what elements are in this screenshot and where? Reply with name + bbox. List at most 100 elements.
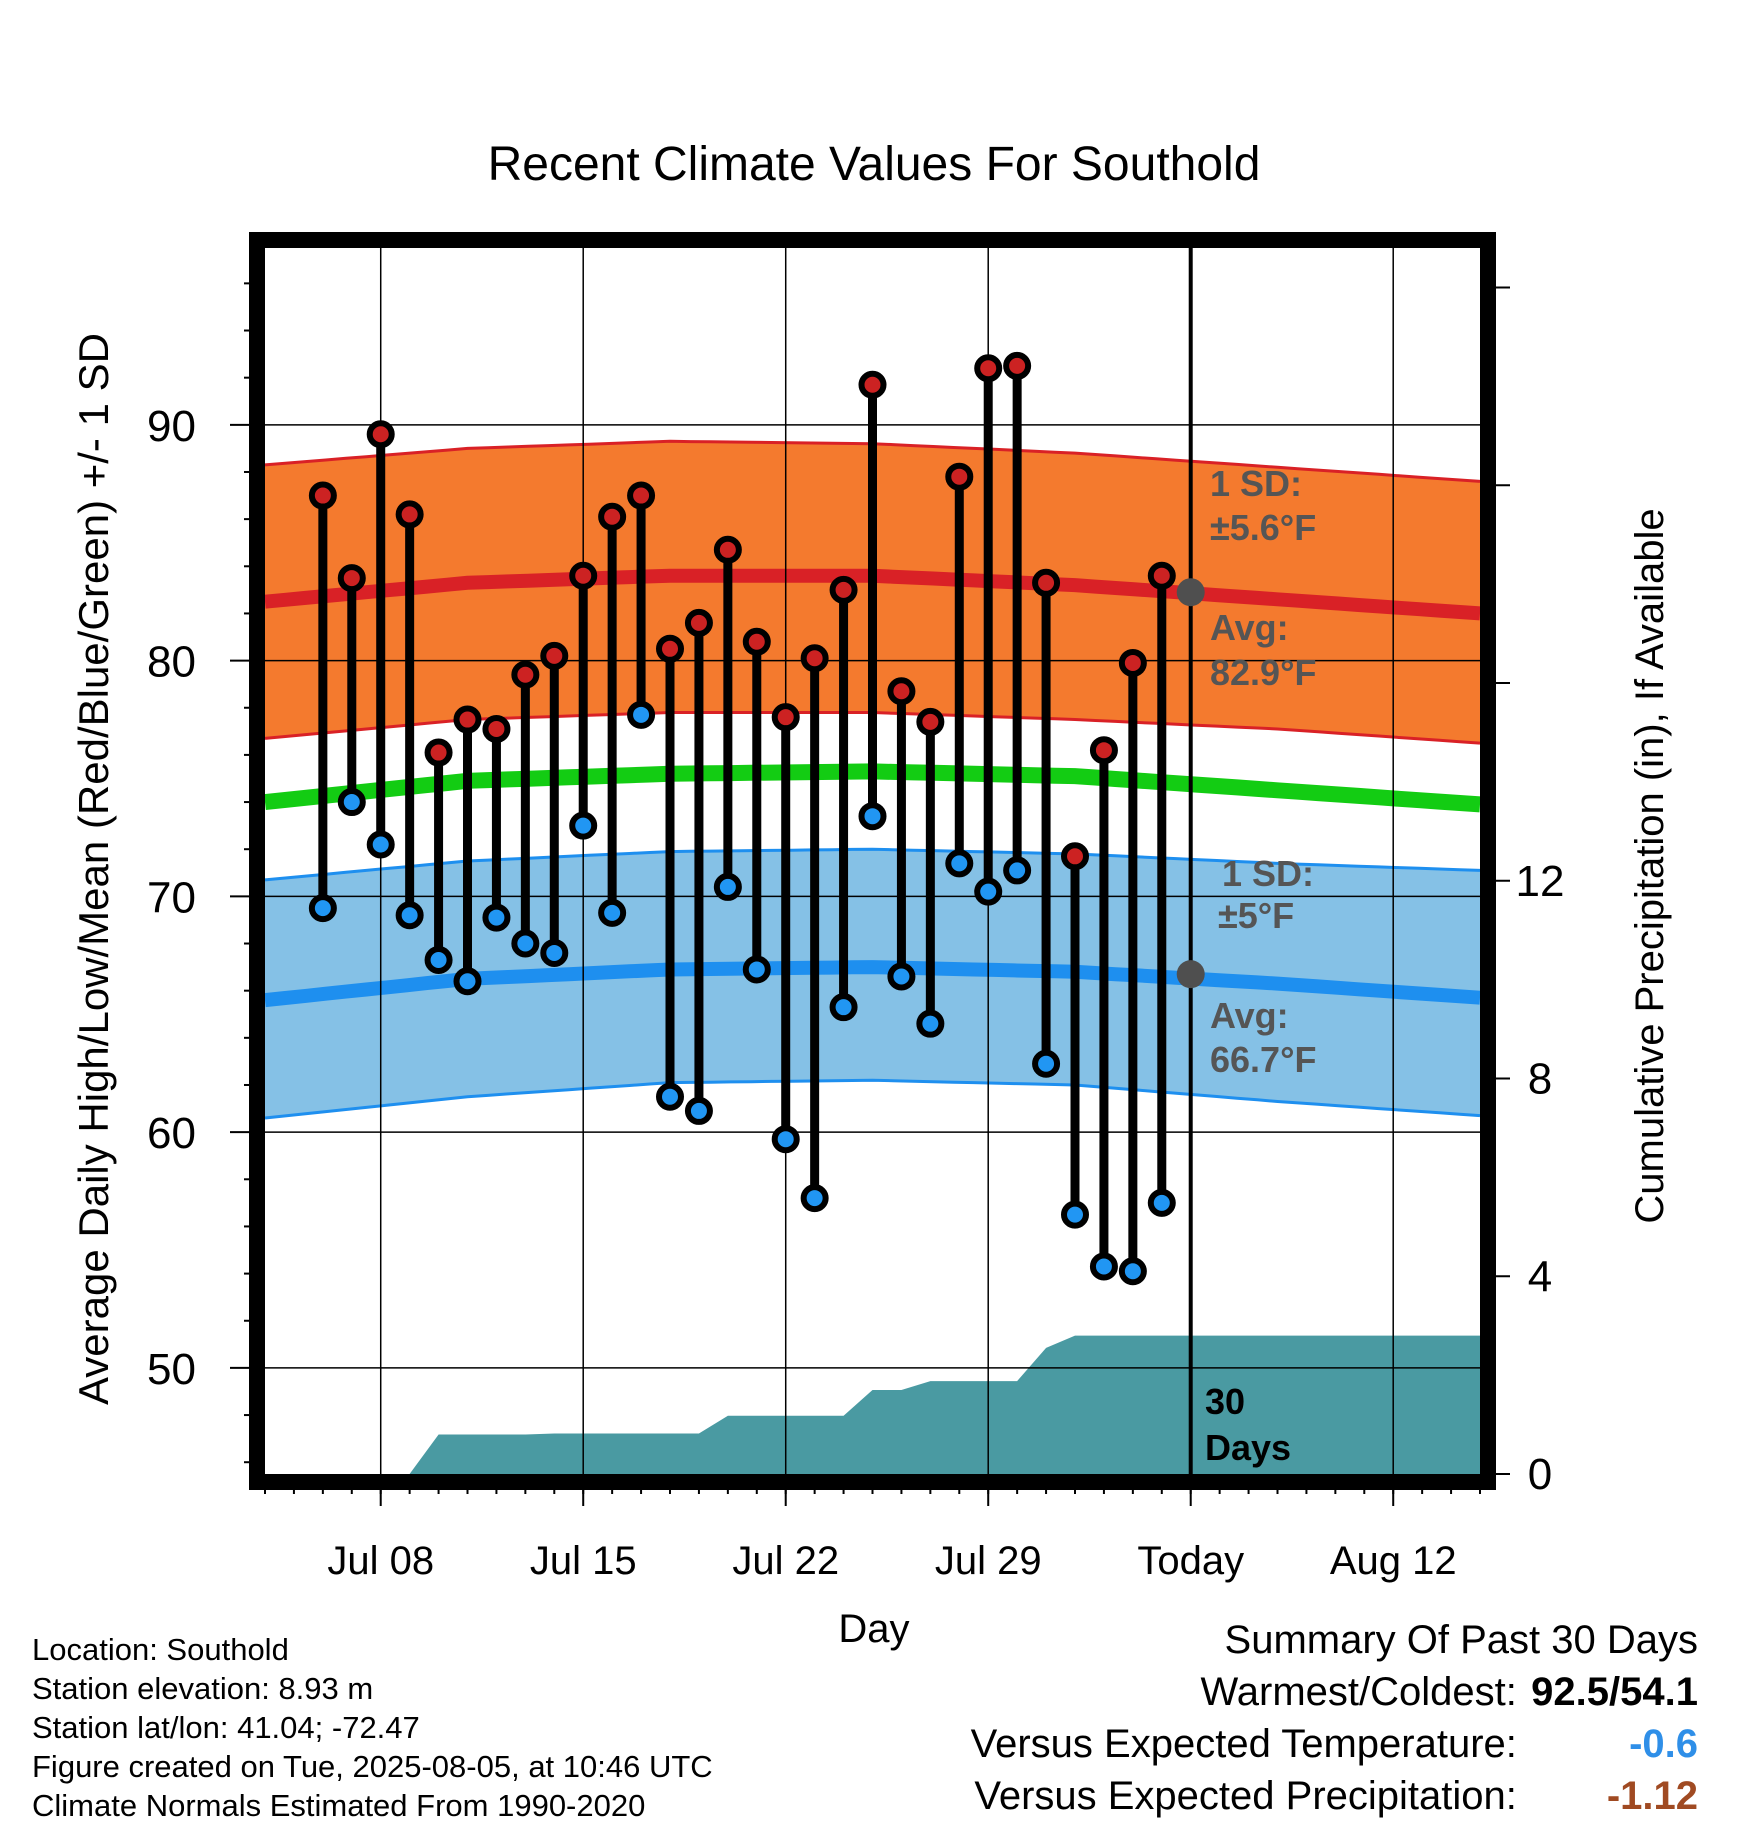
low-point [974,877,1003,906]
high-point [800,644,829,673]
low-point [945,849,974,878]
low-point [887,962,916,991]
x-axis-ticks: Jul 08 Jul 15 Jul 22 Jul 29 Today Aug 12 [264,1482,1481,1583]
low-point [366,830,395,859]
high-point [887,677,916,706]
precip-area-layer [322,1335,1480,1474]
high-point [1089,736,1118,765]
low-avg-label: Avg: [1210,995,1289,1036]
y-tick-label: 60 [147,1109,196,1158]
info-location: Location: Southold [32,1632,289,1667]
y2-tick-label: 4 [1528,1252,1552,1301]
x-axis-label: Day [838,1607,909,1651]
low-point [1003,856,1032,885]
high-point [771,703,800,732]
low-point [684,1096,713,1125]
y-axis-label: Average Daily High/Low/Mean (Red/Blue/Gr… [70,333,117,1405]
high-point [1003,351,1032,380]
summary-precip-row: Versus Expected Precipitation: -1.12 [974,1774,1698,1819]
high-point [829,575,858,604]
high-point [974,354,1003,383]
high-avg-label: Avg: [1210,607,1289,648]
observation-stems [308,351,1176,1286]
y-tick-label: 50 [147,1345,196,1394]
low-point [598,898,627,927]
y2-tick-label: 8 [1528,1055,1552,1104]
x-tick-label: Jul 08 [327,1539,434,1583]
low-point [424,946,453,975]
high-point [858,370,887,399]
high-point [395,500,424,529]
low-point [656,1082,684,1111]
low-point [569,811,598,840]
high-point [684,608,713,637]
today-avg-markers [1176,578,1205,989]
precip-days-number: 30 [1205,1381,1245,1422]
low-sd-band-lower-edge [264,1078,1481,1120]
precip-days-label: Days [1205,1427,1291,1468]
low-point [308,894,337,923]
low-sd-band [265,849,1480,1118]
chart-title: Recent Climate Values For Southold [488,138,1261,191]
y-tick-label: 80 [147,638,196,687]
y2-tick-label: 0 [1528,1450,1552,1499]
high-point [1118,648,1147,677]
high-point [598,502,627,531]
today-low-avg-marker [1176,960,1205,989]
summary-temp-value: -0.6 [1629,1722,1698,1766]
high-point [540,641,569,670]
high-point [742,627,771,656]
y2-axis-ticks: 0 4 8 12 [1488,286,1565,1499]
y-tick-label: 90 [147,402,196,451]
low-sd-label: 1 SD: [1222,853,1314,894]
low-point [1147,1188,1176,1217]
low-point [482,903,511,932]
today-high-avg-marker [1176,578,1205,607]
low-point [540,938,569,967]
y2-tick-label: 12 [1516,857,1565,906]
low-point [627,700,656,729]
summary-warm-cold-row: Warmest/Coldest: 92.5/54.1 [1201,1670,1699,1715]
high-point [569,561,598,590]
x-tick-label: Jul 15 [530,1539,637,1583]
high-sd-value: ±5.6°F [1210,507,1316,548]
high-point [945,462,974,491]
low-point [916,1009,945,1038]
high-point [308,481,337,510]
high-point [366,420,395,449]
high-avg-value: 82.9°F [1210,652,1316,693]
summary-temp-row: Versus Expected Temperature: -0.6 [971,1722,1698,1767]
high-point [424,738,453,767]
low-sd-value: ±5°F [1218,895,1294,936]
x-tick-label: Today [1137,1539,1244,1583]
low-point [771,1125,800,1154]
high-point [453,705,482,734]
low-point [829,993,858,1022]
high-point [1147,561,1176,590]
info-created: Figure created on Tue, 2025-08-05, at 10… [32,1749,713,1784]
summary-warm-cold-label: Warmest/Coldest: [1200,1670,1517,1714]
low-point [511,929,540,958]
low-point [1032,1049,1061,1078]
y2-axis-label: Cumulative Precipitation (in), If Availa… [1628,508,1672,1223]
y-axis-ticks: 50 60 70 80 90 [147,282,257,1464]
low-point [1089,1252,1118,1281]
x-tick-label: Aug 12 [1330,1539,1457,1583]
summary-precip-label: Versus Expected Precipitation: [974,1774,1517,1818]
high-point [1032,568,1061,597]
low-point [713,872,742,901]
high-point [713,535,742,564]
high-point [627,481,656,510]
low-point [742,955,771,984]
y-tick-label: 70 [147,873,196,922]
info-latlon: Station lat/lon: 41.04; -72.47 [32,1710,420,1745]
high-point [656,634,684,663]
x-tick-label: Jul 29 [935,1539,1042,1583]
high-point [1061,842,1089,871]
high-point [337,564,366,593]
station-info: Location: Southold Station elevation: 8.… [32,1630,713,1825]
low-point [395,901,424,930]
summary-precip-value: -1.12 [1606,1774,1698,1818]
precip-area [322,1335,1480,1474]
